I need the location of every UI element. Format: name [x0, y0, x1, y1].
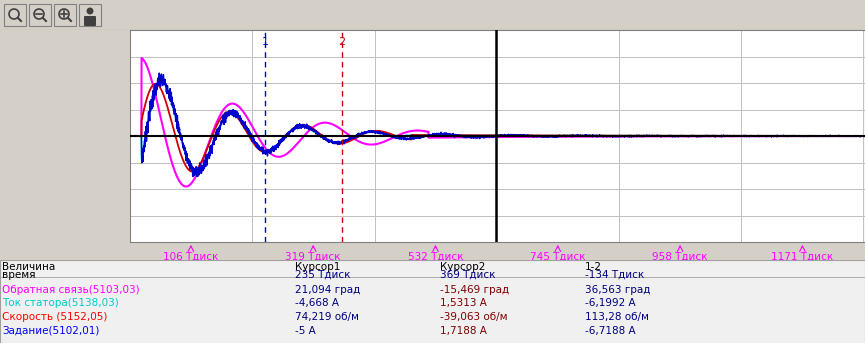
Text: 1171 Тдиск: 1171 Тдиск	[772, 252, 834, 262]
Text: Величина: Величина	[2, 262, 55, 272]
Text: 113,28 об/м: 113,28 об/м	[585, 312, 649, 322]
Text: 958 Тдиск: 958 Тдиск	[652, 252, 708, 262]
Text: время: время	[2, 270, 35, 280]
FancyBboxPatch shape	[29, 4, 51, 26]
Text: Задание(5102,01): Задание(5102,01)	[2, 326, 99, 336]
Text: 74,219 об/м: 74,219 об/м	[295, 312, 359, 322]
Text: Курсор1: Курсор1	[295, 262, 340, 272]
Text: Обратная связь(5103,03): Обратная связь(5103,03)	[2, 285, 139, 295]
FancyBboxPatch shape	[4, 4, 26, 26]
Text: -39,063 об/м: -39,063 об/м	[440, 312, 508, 322]
Text: 1,5313 А: 1,5313 А	[440, 298, 487, 308]
Text: Ток статора(5138,03): Ток статора(5138,03)	[2, 298, 119, 308]
Circle shape	[86, 8, 93, 14]
FancyBboxPatch shape	[54, 4, 76, 26]
Text: -134 Тдиск: -134 Тдиск	[585, 270, 644, 280]
Text: -4,668 А: -4,668 А	[295, 298, 339, 308]
Text: 21,094 град: 21,094 град	[295, 285, 360, 295]
Text: 1: 1	[261, 37, 268, 47]
Text: 745 Тдиск: 745 Тдиск	[530, 252, 586, 262]
FancyBboxPatch shape	[79, 4, 101, 26]
Text: 319 Тдиск: 319 Тдиск	[285, 252, 341, 262]
Text: -5 А: -5 А	[295, 326, 316, 336]
Text: 106 Тдиск: 106 Тдиск	[163, 252, 219, 262]
Text: 532 Тдиск: 532 Тдиск	[407, 252, 464, 262]
Text: -6,1992 А: -6,1992 А	[585, 298, 636, 308]
Text: 1-2: 1-2	[585, 262, 602, 272]
FancyBboxPatch shape	[84, 16, 96, 26]
Text: 235 Тдиск: 235 Тдиск	[295, 270, 350, 280]
Text: -6,7188 А: -6,7188 А	[585, 326, 636, 336]
Text: 1,7188 А: 1,7188 А	[440, 326, 487, 336]
Text: 2: 2	[338, 37, 345, 47]
Text: 36,563 град: 36,563 град	[585, 285, 650, 295]
Text: Курсор2: Курсор2	[440, 262, 485, 272]
Text: -15,469 град: -15,469 град	[440, 285, 509, 295]
Text: Скорость (5152,05): Скорость (5152,05)	[2, 312, 107, 322]
Text: 369 Тдиск: 369 Тдиск	[440, 270, 496, 280]
